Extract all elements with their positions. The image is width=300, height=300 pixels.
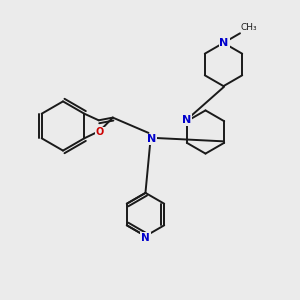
Text: N: N <box>147 134 156 145</box>
Text: N: N <box>220 38 229 48</box>
Text: N: N <box>182 115 191 125</box>
Text: O: O <box>96 127 104 137</box>
Text: N: N <box>141 232 150 243</box>
Text: CH₃: CH₃ <box>241 23 257 32</box>
